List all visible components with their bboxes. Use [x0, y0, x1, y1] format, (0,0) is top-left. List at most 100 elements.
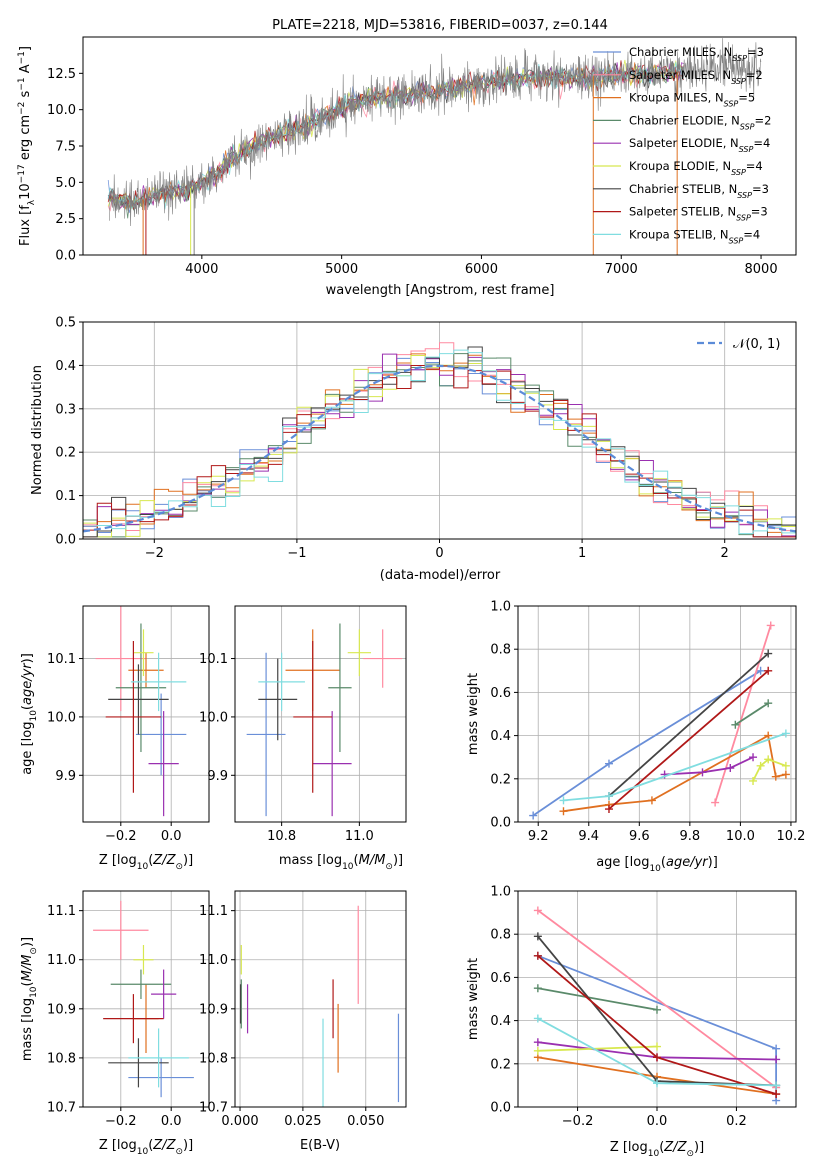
legend-label: 𝒩(0, 1): [733, 337, 780, 352]
y-tick-label: 7.5: [55, 140, 76, 155]
weight-marker: [764, 755, 773, 764]
weight-marker: [764, 666, 773, 675]
y-axis-label: mass weight: [466, 673, 481, 755]
weight-marker: [653, 1079, 661, 1088]
y-tick-label: 10.0: [199, 710, 228, 725]
x-axis-label: Z [log10(Z/Z⊙)]: [99, 853, 193, 872]
weight-marker: [781, 770, 790, 779]
spectrum-frame: [82, 36, 797, 256]
weight-line-group: [529, 621, 790, 820]
weight-marker: [559, 807, 568, 816]
weight-marker: [533, 1038, 542, 1047]
weight-marker: [749, 776, 758, 785]
legend-label: Chabrier MILES, NSSP=3: [629, 45, 764, 63]
weight-line: [664, 756, 754, 776]
y-axis-label: mass weight: [466, 958, 481, 1040]
weight-marker: [533, 984, 542, 993]
weight-marker: [772, 1055, 781, 1064]
y-tick-label: 10.7: [47, 1101, 76, 1116]
y-tick-label: 1.0: [490, 600, 511, 615]
legend-label: Kroupa STELIB, NSSP=4: [629, 227, 760, 245]
weight-marker: [764, 731, 773, 740]
chart-title: PLATE=2218, MJD=53816, FIBERID=0037, z=0…: [272, 18, 608, 33]
y-tick-label: 11.1: [47, 904, 76, 919]
weight-marker: [533, 1046, 542, 1055]
weight-line: [752, 758, 787, 782]
weight-marker: [559, 796, 568, 805]
errorbar-panel-frame: [234, 890, 407, 1108]
y-tick-label: 0.0: [490, 1101, 511, 1116]
weight-marker: [604, 759, 613, 768]
weight-marker: [772, 1090, 781, 1099]
y-tick-label: 0.4: [55, 359, 76, 374]
y-tick-label: 10.0: [47, 710, 76, 725]
x-tick-label: 2: [721, 546, 729, 561]
x-tick-label: 0.025: [284, 1114, 321, 1129]
x-tick-label: 10.8: [267, 829, 296, 844]
weight-line: [537, 1045, 658, 1052]
x-tick-label: 9.2: [528, 829, 549, 844]
x-tick-label: 0.2: [726, 1114, 747, 1129]
y-tick-label: 0.8: [490, 643, 511, 658]
weight-line: [714, 625, 772, 803]
weight-marker: [781, 729, 790, 738]
y-tick-label: 0.8: [490, 928, 511, 943]
x-tick-label: 5000: [325, 262, 358, 277]
y-tick-label: 11.0: [47, 953, 76, 968]
y-tick-label: 10.7: [199, 1101, 228, 1116]
histogram-frame: [82, 321, 797, 540]
x-tick-label: 10.0: [726, 829, 755, 844]
observed-spectrum-line: [109, 38, 762, 227]
y-axis-label: Normed distribution: [30, 365, 45, 495]
weight-marker: [647, 796, 656, 805]
y-tick-label: 12.5: [47, 67, 76, 82]
y-tick-label: 0.3: [55, 402, 76, 417]
x-tick-label: −2: [145, 546, 164, 561]
weight-line: [734, 702, 769, 726]
errorbar-panel-frame: [82, 890, 210, 1108]
errorbar-panel-frame: [234, 605, 407, 823]
x-axis-label: (data-model)/error: [380, 568, 501, 583]
y-tick-label: 0.4: [490, 1014, 511, 1029]
weight-marker: [749, 753, 758, 762]
x-tick-label: 10.2: [776, 829, 805, 844]
normal-reference-curve: [83, 364, 796, 533]
y-tick-label: 0.6: [490, 971, 511, 986]
legend-label: Kroupa MILES, NSSP=5: [629, 91, 755, 109]
weight-marker: [533, 1014, 542, 1023]
legend-label: Chabrier ELODIE, NSSP=2: [629, 113, 771, 130]
weight-marker: [756, 761, 765, 770]
y-tick-label: 10.9: [47, 1002, 76, 1017]
x-tick-label: 0.0: [647, 1114, 668, 1129]
x-axis-label: age [log10(age/yr)]: [596, 855, 718, 874]
errorbar-group: [239, 905, 400, 1107]
weight-line: [537, 987, 658, 1011]
y-axis-label: age [log10(age/yr)]: [20, 653, 39, 775]
y-tick-label: 10.0: [47, 103, 76, 118]
y-tick-label: 0.5: [55, 316, 76, 331]
y-tick-label: 0.0: [55, 533, 76, 548]
weight-line: [608, 652, 769, 797]
legend-label: Salpeter ELODIE, NSSP=4: [629, 136, 770, 154]
x-tick-label: 8000: [745, 262, 778, 277]
y-tick-label: 11.1: [199, 904, 228, 919]
legend-label: Salpeter MILES, NSSP=2: [629, 68, 763, 86]
y-tick-label: 0.2: [55, 446, 76, 461]
weight-marker: [533, 951, 542, 960]
x-tick-label: 0.050: [347, 1114, 384, 1129]
weight-marker: [726, 764, 735, 772]
y-tick-label: 0.6: [490, 686, 511, 701]
weight-panel-frame: [517, 605, 797, 823]
weight-marker: [604, 792, 613, 801]
y-tick-label: 0.2: [490, 1057, 511, 1072]
y-tick-label: 2.5: [55, 212, 76, 227]
weight-marker: [533, 906, 542, 915]
y-tick-label: 0.2: [490, 772, 511, 787]
weight-marker: [772, 1044, 781, 1053]
weight-marker: [711, 798, 720, 807]
x-tick-label: 11.0: [345, 829, 374, 844]
weight-panel-frame: [517, 890, 797, 1108]
x-tick-label: 9.8: [680, 829, 701, 844]
x-tick-label: 1: [578, 546, 586, 561]
x-tick-label: 0.0: [161, 1114, 182, 1129]
